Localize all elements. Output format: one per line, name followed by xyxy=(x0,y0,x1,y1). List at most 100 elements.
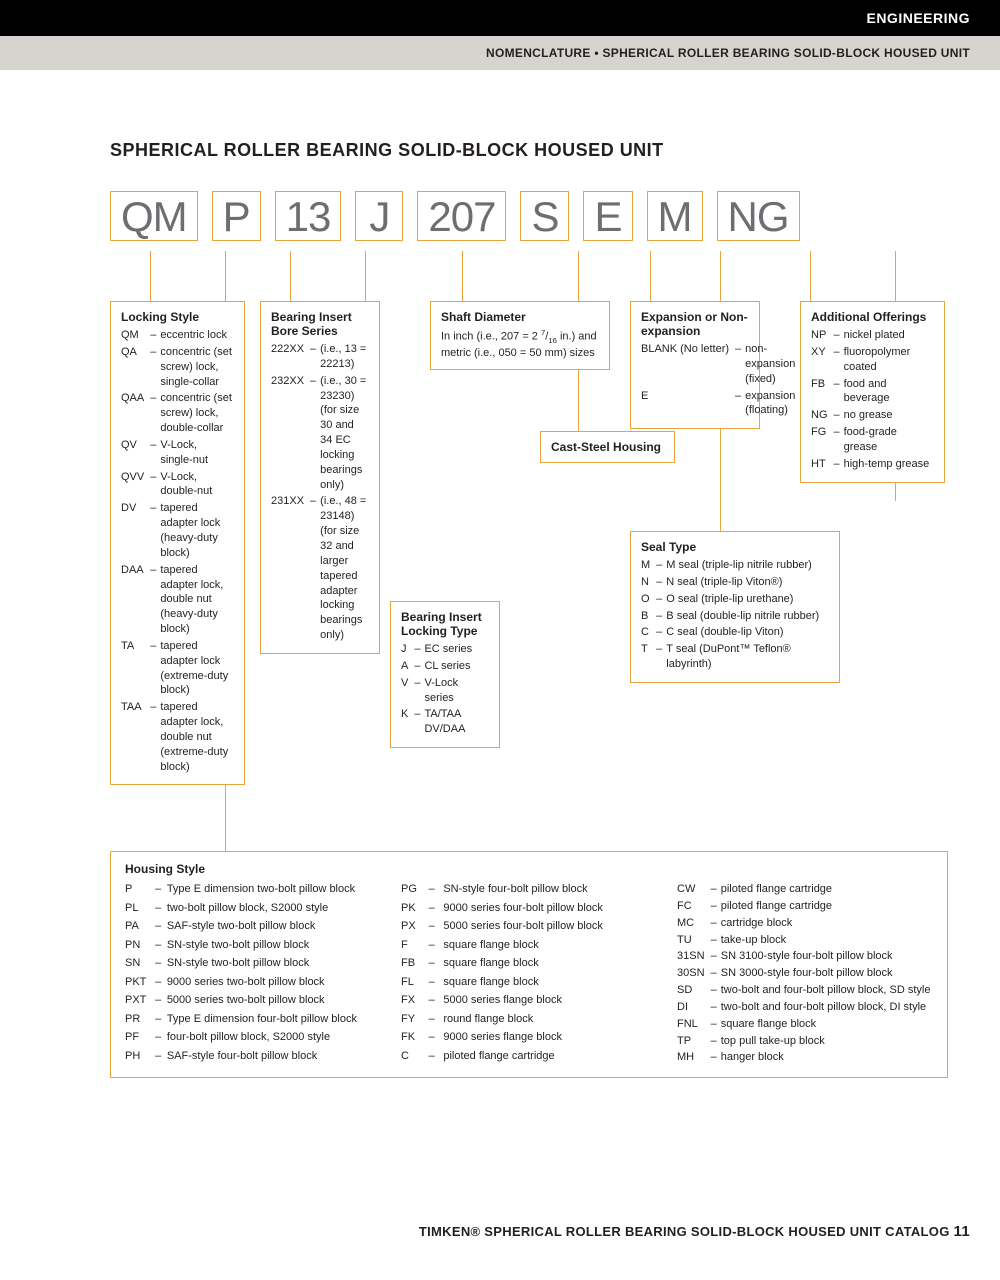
shaft-diameter-title: Shaft Diameter xyxy=(441,310,599,324)
seal-type-table: M–M seal (triple-lip nitrile rubber)N–N … xyxy=(641,558,829,674)
shaft-diameter-text: In inch (i.e., 207 = 2 7/16 in.) and met… xyxy=(441,328,599,361)
code-box-3: J xyxy=(355,191,403,241)
def-row: FB–food and beverage xyxy=(811,377,934,409)
def-row: N–N seal (triple-lip Viton®) xyxy=(641,575,829,592)
def-row: FNL–square flange block xyxy=(677,1017,933,1034)
def-row: FL–square flange block xyxy=(401,975,657,994)
def-row: M–M seal (triple-lip nitrile rubber) xyxy=(641,558,829,575)
def-row: QVV–V-Lock, double-nut xyxy=(121,470,234,502)
housing-col2: PG–SN-style four-bolt pillow blockPK–900… xyxy=(401,882,657,1067)
def-row: P–Type E dimension two-bolt pillow block xyxy=(125,882,381,901)
def-row: 30SN–SN 3000-style four-bolt pillow bloc… xyxy=(677,966,933,983)
code-box-1: P xyxy=(212,191,261,241)
def-row: SN–SN-style two-bolt pillow block xyxy=(125,956,381,975)
def-row: TU–take-up block xyxy=(677,933,933,950)
def-row: PKT–9000 series two-bolt pillow block xyxy=(125,975,381,994)
footer-page: 11 xyxy=(954,1223,970,1240)
def-row: B–B seal (double-lip nitrile rubber) xyxy=(641,609,829,626)
locking-style-box: Locking Style QM–eccentric lockQA–concen… xyxy=(110,301,245,785)
def-row: SD–two-bolt and four-bolt pillow block, … xyxy=(677,983,933,1000)
def-row: NG–no grease xyxy=(811,408,934,425)
def-row: HT–high-temp grease xyxy=(811,457,934,474)
def-row: F–square flange block xyxy=(401,938,657,957)
locking-type-box: Bearing Insert Locking Type J–EC seriesA… xyxy=(390,601,500,748)
cast-steel-title: Cast-Steel Housing xyxy=(551,440,664,454)
shaft-diameter-box: Shaft Diameter In inch (i.e., 207 = 2 7/… xyxy=(430,301,610,370)
def-row: FC–piloted flange cartridge xyxy=(677,899,933,916)
seal-type-title: Seal Type xyxy=(641,540,829,554)
connector xyxy=(150,251,151,301)
def-row: PXT–5000 series two-bolt pillow block xyxy=(125,993,381,1012)
locking-type-title: Bearing Insert Locking Type xyxy=(401,610,489,638)
def-row: 222XX–(i.e., 13 = 22213) xyxy=(271,342,369,374)
connector xyxy=(462,251,463,301)
bore-series-title: Bearing Insert Bore Series xyxy=(271,310,369,338)
code-box-0: QM xyxy=(110,191,198,241)
def-row: 232XX–(i.e., 30 = 23230) (for size 30 an… xyxy=(271,374,369,495)
bore-series-table: 222XX–(i.e., 13 = 22213)232XX–(i.e., 30 … xyxy=(271,342,369,645)
page-title: SPHERICAL ROLLER BEARING SOLID-BLOCK HOU… xyxy=(110,140,950,161)
def-row: FY–round flange block xyxy=(401,1012,657,1031)
expansion-table: BLANK (No letter)–non-expansion (fixed)E… xyxy=(641,342,797,420)
cast-steel-box: Cast-Steel Housing xyxy=(540,431,675,463)
def-row: QM–eccentric lock xyxy=(121,328,234,345)
def-row: QAA–concentric (set screw) lock, double-… xyxy=(121,391,234,438)
def-row: 31SN–SN 3100-style four-bolt pillow bloc… xyxy=(677,949,933,966)
expansion-title: Expansion or Non-expansion xyxy=(641,310,749,338)
code-box-2: 13 xyxy=(275,191,342,241)
def-row: QV–V-Lock, single-nut xyxy=(121,438,234,470)
def-row: CW–piloted flange cartridge xyxy=(677,882,933,899)
seal-type-box: Seal Type M–M seal (triple-lip nitrile r… xyxy=(630,531,840,683)
def-row: QA–concentric (set screw) lock, single-c… xyxy=(121,345,234,392)
additional-table: NP–nickel platedXY–fluoropolymer coatedF… xyxy=(811,328,934,474)
def-row: V–V-Lock series xyxy=(401,676,489,708)
locking-style-title: Locking Style xyxy=(121,310,234,324)
def-row: DV–tapered adapter lock (heavy-duty bloc… xyxy=(121,501,234,562)
housing-col3: CW–piloted flange cartridgeFC–piloted fl… xyxy=(677,882,933,1067)
def-row: PF–four-bolt pillow block, S2000 style xyxy=(125,1030,381,1049)
connector xyxy=(290,251,291,301)
def-row: PK–9000 series four-bolt pillow block xyxy=(401,901,657,920)
def-row: MC–cartridge block xyxy=(677,916,933,933)
def-row: XY–fluoropolymer coated xyxy=(811,345,934,377)
diagram-area: Locking Style QM–eccentric lockQA–concen… xyxy=(110,251,950,971)
def-row: O–O seal (triple-lip urethane) xyxy=(641,592,829,609)
nomenclature-codes: QMP13J207SEMNG xyxy=(110,191,950,241)
footer-text: TIMKEN® SPHERICAL ROLLER BEARING SOLID-B… xyxy=(419,1224,950,1239)
additional-title: Additional Offerings xyxy=(811,310,934,324)
def-row: J–EC series xyxy=(401,642,489,659)
def-row: C–piloted flange cartridge xyxy=(401,1049,657,1068)
def-row: TA–tapered adapter lock (extreme-duty bl… xyxy=(121,639,234,700)
locking-style-table: QM–eccentric lockQA–concentric (set scre… xyxy=(121,328,234,776)
def-row: E–expansion (floating) xyxy=(641,389,797,421)
def-row: K–TA/TAA DV/DAA xyxy=(401,707,489,739)
bore-series-box: Bearing Insert Bore Series 222XX–(i.e., … xyxy=(260,301,380,654)
def-row: BLANK (No letter)–non-expansion (fixed) xyxy=(641,342,797,389)
header-gray-bar: NOMENCLATURE • SPHERICAL ROLLER BEARING … xyxy=(0,36,1000,70)
page-content: SPHERICAL ROLLER BEARING SOLID-BLOCK HOU… xyxy=(0,70,1000,971)
code-box-7: M xyxy=(647,191,703,241)
def-row: DAA–tapered adapter lock, double nut (he… xyxy=(121,563,234,639)
housing-box: Housing Style P–Type E dimension two-bol… xyxy=(110,851,948,1078)
def-row: TP–top pull take-up block xyxy=(677,1034,933,1051)
def-row: PX–5000 series four-bolt pillow block xyxy=(401,919,657,938)
expansion-box: Expansion or Non-expansion BLANK (No let… xyxy=(630,301,760,429)
def-row: FB–square flange block xyxy=(401,956,657,975)
code-box-4: 207 xyxy=(417,191,506,241)
def-row: A–CL series xyxy=(401,659,489,676)
connector xyxy=(650,251,651,301)
def-row: DI–two-bolt and four-bolt pillow block, … xyxy=(677,1000,933,1017)
def-row: FX–5000 series flange block xyxy=(401,993,657,1012)
housing-title: Housing Style xyxy=(125,862,933,876)
additional-box: Additional Offerings NP–nickel platedXY–… xyxy=(800,301,945,483)
def-row: T–T seal (DuPont™ Teflon® labyrinth) xyxy=(641,642,829,674)
def-row: C–C seal (double-lip Viton) xyxy=(641,625,829,642)
def-row: PG–SN-style four-bolt pillow block xyxy=(401,882,657,901)
def-row: FK–9000 series flange block xyxy=(401,1030,657,1049)
connector xyxy=(810,251,811,301)
code-box-8: NG xyxy=(717,191,800,241)
page-footer: TIMKEN® SPHERICAL ROLLER BEARING SOLID-B… xyxy=(419,1223,970,1240)
def-row: 231XX–(i.e., 48 = 23148) (for size 32 an… xyxy=(271,494,369,644)
def-row: PN–SN-style two-bolt pillow block xyxy=(125,938,381,957)
code-box-6: E xyxy=(583,191,632,241)
